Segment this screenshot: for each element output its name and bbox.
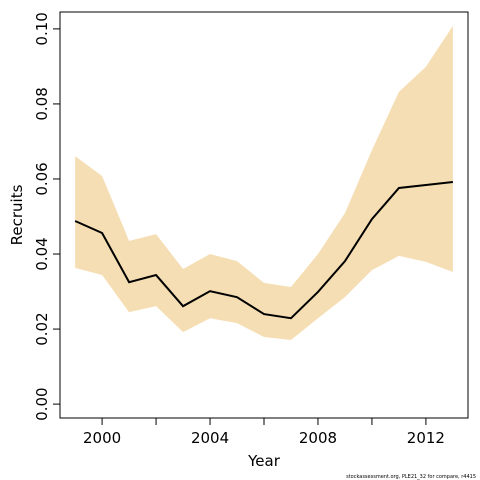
y-tick-label: 0.02 xyxy=(33,312,51,345)
x-tick-label: 2004 xyxy=(191,429,229,447)
confidence-band xyxy=(75,25,453,340)
y-tick-label: 0.10 xyxy=(33,12,51,45)
y-tick-label: 0.08 xyxy=(33,87,51,120)
y-tick-label: 0.04 xyxy=(33,237,51,270)
footnote: stockassessment.org, PLE21_32 for compar… xyxy=(346,474,476,480)
x-tick-label: 2000 xyxy=(83,429,121,447)
x-tick-label: 2008 xyxy=(299,429,337,447)
line xyxy=(74,180,453,320)
x-axis-label: Year xyxy=(247,452,281,470)
y-tick-label: 0.00 xyxy=(33,387,51,420)
y-tick-label: 0.06 xyxy=(33,162,51,195)
x-tick-label: 2012 xyxy=(407,429,445,447)
y-axis-label: Recruits xyxy=(8,184,26,245)
